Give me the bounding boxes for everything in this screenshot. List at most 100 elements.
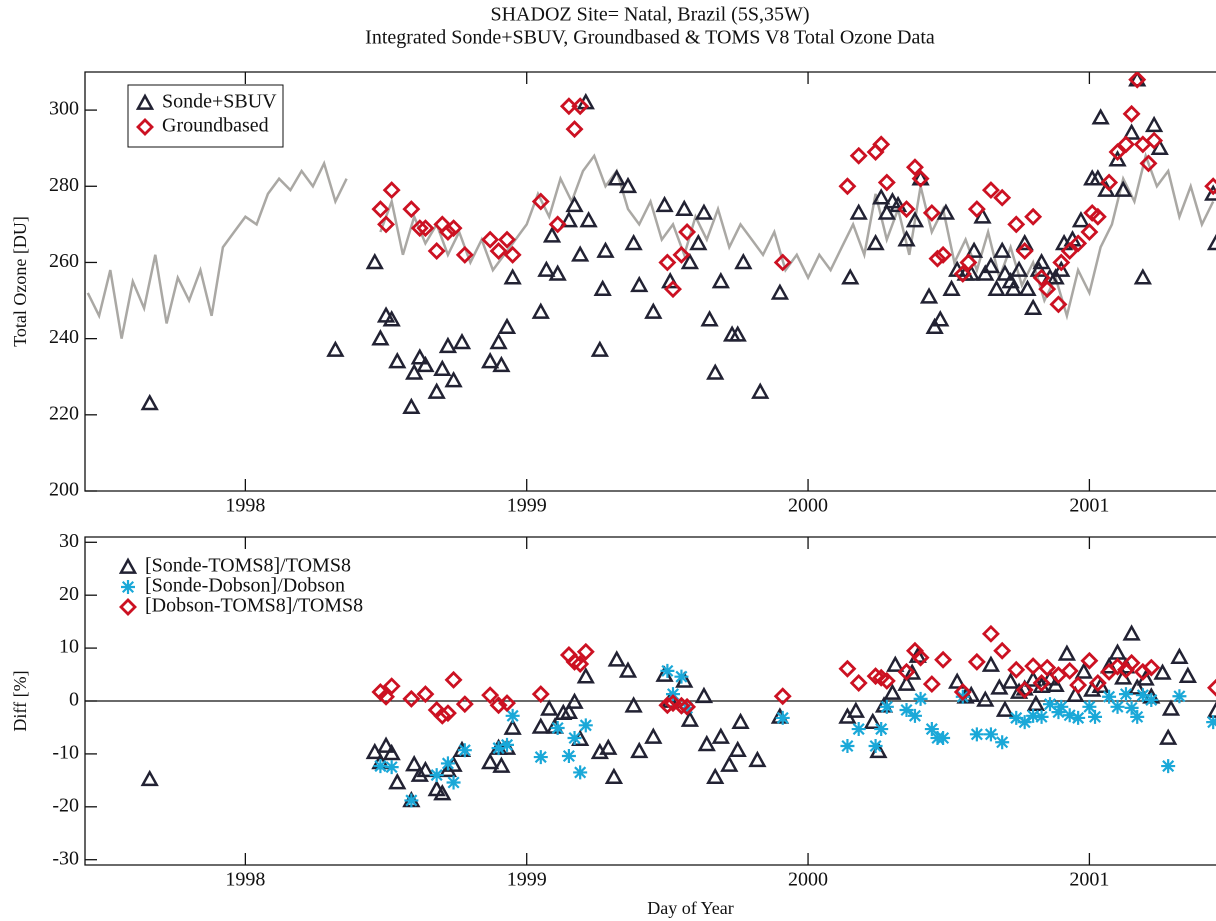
triangle-marker <box>866 233 885 251</box>
asterisk-marker <box>446 775 461 790</box>
axis-frame <box>84 71 1216 492</box>
y-axis-label: Total Ozone [DU] <box>10 216 30 347</box>
legend-box <box>127 84 284 148</box>
triangle-marker <box>976 690 995 707</box>
triangle-marker <box>706 767 725 785</box>
y-tick-label: 200 <box>49 479 79 501</box>
triangle-marker <box>433 784 452 801</box>
triangle-marker <box>1001 672 1020 689</box>
diamond-marker <box>1024 207 1043 226</box>
diamond-marker <box>433 706 452 725</box>
triangle-marker <box>1071 210 1091 228</box>
y-tick-label: -10 <box>52 741 79 763</box>
triangle-marker <box>1108 150 1127 167</box>
triangle-marker <box>748 750 767 768</box>
triangle-marker <box>872 188 891 205</box>
triangle-marker <box>410 765 429 782</box>
triangle-marker <box>571 245 590 262</box>
triangle-marker <box>981 256 1001 274</box>
diamond-marker <box>993 641 1012 660</box>
triangle-marker <box>903 663 922 680</box>
triangle-marker <box>689 233 708 251</box>
triangle-marker <box>1046 675 1065 692</box>
triangle-marker <box>711 727 730 744</box>
triangle-marker <box>618 176 638 194</box>
y-tick-label: 220 <box>49 402 79 424</box>
diamond-marker <box>1015 242 1034 261</box>
chart-title: SHADOZ Site= Natal, Brazil (5S,35W) <box>490 4 809 26</box>
triangle-marker <box>452 332 472 350</box>
triangle-marker <box>140 393 159 411</box>
diamond-marker <box>897 200 916 219</box>
asterisk-marker <box>913 691 928 706</box>
diamond-marker <box>928 249 947 268</box>
diamond-marker <box>1088 674 1107 692</box>
triangle-marker <box>624 233 643 251</box>
triangle-marker <box>503 718 522 735</box>
triangle-marker <box>1178 666 1197 683</box>
diamond-marker <box>531 192 550 211</box>
x-tick-label: 2000 <box>788 869 828 891</box>
triangle-marker <box>427 382 446 399</box>
triangle-marker <box>905 210 925 228</box>
diamond-marker <box>455 695 474 714</box>
triangle-marker <box>1114 180 1133 197</box>
diamond-marker <box>877 173 896 192</box>
diamond-marker <box>658 253 677 272</box>
triangle-marker <box>596 241 615 258</box>
diamond-marker <box>489 696 508 715</box>
diamond-marker <box>1038 658 1057 677</box>
legend-label: [Dobson-TOMS8]/TOMS8 <box>145 595 363 617</box>
diamond-marker <box>402 689 421 708</box>
diamond-marker <box>897 662 916 681</box>
diamond-marker <box>371 200 390 219</box>
triangle-marker <box>618 661 638 678</box>
triangle-marker <box>931 310 950 327</box>
diamond-marker <box>1145 131 1164 150</box>
asterisk-marker <box>1034 709 1049 724</box>
asterisk-marker <box>874 722 889 737</box>
diamond-marker <box>1142 658 1161 677</box>
asterisk-marker <box>1054 699 1069 714</box>
asterisk-marker <box>936 731 951 746</box>
asterisk-marker <box>121 580 135 594</box>
asterisk-marker <box>851 722 866 737</box>
diamond-marker <box>993 188 1012 207</box>
asterisk-marker <box>775 710 790 725</box>
triangle-marker <box>565 195 584 213</box>
triangle-marker <box>1128 678 1147 695</box>
diamond-marker <box>872 135 891 154</box>
triangle-marker <box>1066 685 1085 703</box>
diamond-marker <box>672 696 691 715</box>
diamond-marker <box>1069 676 1088 695</box>
triangle-marker <box>936 203 956 220</box>
diamond-marker <box>1108 657 1127 676</box>
triangle-marker <box>492 756 511 773</box>
diamond-marker <box>1038 280 1057 299</box>
legend-label: Groundbased <box>162 115 269 137</box>
triangle-marker <box>711 271 730 289</box>
asterisk-marker <box>1071 710 1086 725</box>
diamond-marker <box>877 671 896 690</box>
triangle-marker <box>995 264 1015 281</box>
triangle-marker <box>531 717 550 734</box>
diamond-marker <box>531 685 550 704</box>
triangle-marker <box>607 169 626 186</box>
diamond-marker <box>444 670 463 689</box>
diamond-marker <box>503 245 522 264</box>
diamond-marker <box>1207 678 1216 697</box>
diamond-marker <box>678 223 697 241</box>
triangle-marker <box>849 203 868 220</box>
asterisk-marker <box>955 689 970 704</box>
diamond-marker <box>1108 143 1127 161</box>
triangle-marker <box>630 275 649 293</box>
triangle-marker <box>995 700 1015 717</box>
diamond-marker <box>576 642 595 661</box>
triangle-marker <box>731 712 750 730</box>
triangle-marker <box>883 683 902 700</box>
triangle-marker <box>981 655 1001 672</box>
asterisk-marker <box>1082 699 1097 714</box>
triangle-marker <box>402 397 421 415</box>
triangle-marker <box>897 674 916 691</box>
asterisk-marker <box>868 738 883 753</box>
